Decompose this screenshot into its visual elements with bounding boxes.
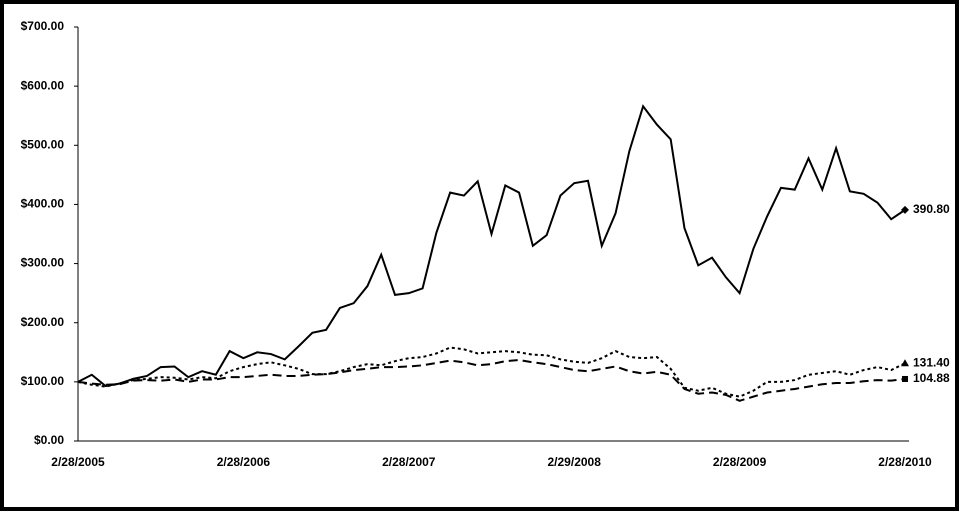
y-tick-label: $0.00 (34, 433, 64, 447)
x-tick-label: 2/29/2008 (548, 455, 602, 469)
series-line (77, 346, 906, 398)
x-tick-label: 2/28/2005 (51, 455, 105, 469)
y-tick-label: $500.00 (21, 137, 65, 151)
end-marker (902, 375, 908, 382)
x-tick-label: 2/28/2010 (878, 455, 932, 469)
y-tick-label: $600.00 (21, 78, 65, 92)
y-tick-label: $200.00 (21, 315, 65, 329)
x-tick-label: 2/28/2006 (217, 455, 271, 469)
value-label: 390.80 (913, 202, 950, 216)
y-tick-label: $100.00 (21, 374, 65, 388)
series-line (77, 104, 906, 388)
value-label: 104.88 (913, 371, 950, 385)
end-marker (901, 205, 909, 214)
y-tick-label: $300.00 (21, 256, 65, 270)
x-tick-label: 2/28/2009 (713, 455, 767, 469)
y-tick-label: $400.00 (21, 197, 65, 211)
end-marker (901, 359, 909, 367)
series-line (77, 358, 906, 402)
x-tick-label: 2/28/2007 (382, 455, 436, 469)
y-tick-label: $700.00 (21, 19, 65, 33)
value-label: 131.40 (913, 355, 950, 369)
